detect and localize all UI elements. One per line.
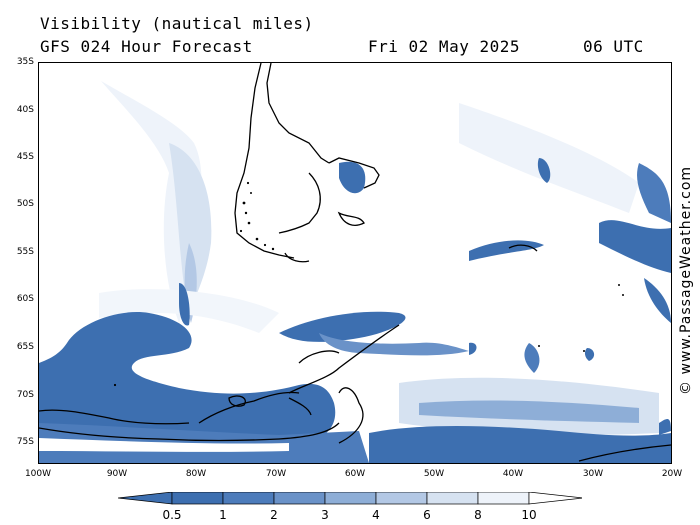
colorbar-label-0-5: 0.5 (162, 508, 182, 522)
lat-label-75s: 75S (16, 437, 34, 447)
lon-label-40w: 40W (502, 469, 524, 479)
colorbar-label-2: 2 (270, 508, 278, 522)
colorbar-cell (324, 492, 377, 505)
lon-label-70w: 70W (265, 469, 287, 479)
lon-label-20w: 20W (661, 469, 683, 479)
forecast-date: Fri 02 May 2025 (368, 37, 520, 56)
colorbar-arrow-high (528, 492, 582, 505)
colorbar-cell (171, 492, 224, 505)
lat-label-65s: 65S (16, 342, 34, 352)
lon-label-50w: 50W (423, 469, 445, 479)
colorbar-label-3: 3 (321, 508, 329, 522)
lon-label-30w: 30W (582, 469, 604, 479)
island-marks (113, 181, 624, 387)
lon-label-90w: 90W (106, 469, 128, 479)
colorbar-cell (222, 492, 275, 505)
lon-label-100w: 100W (24, 469, 52, 479)
lat-label-45s: 45S (16, 152, 34, 162)
colorbar-label-10: 10 (521, 508, 537, 522)
colorbar-cell (426, 492, 479, 505)
lat-label-35s: 35S (16, 57, 34, 67)
map-title: Visibility (nautical miles) (40, 14, 314, 33)
lat-label-60s: 60S (16, 294, 34, 304)
lat-label-70s: 70S (16, 390, 34, 400)
colorbar-cell (477, 492, 530, 505)
colorbar-label-1: 1 (219, 508, 227, 522)
colorbar-label-4: 4 (372, 508, 380, 522)
lon-label-60w: 60W (344, 469, 366, 479)
lat-label-50s: 50S (16, 199, 34, 209)
lat-label-55s: 55S (16, 247, 34, 257)
credit-text: © www.PassageWeather.com (678, 165, 694, 395)
colorbar-label-8: 8 (474, 508, 482, 522)
colorbar-arrow-low (118, 492, 173, 505)
coastline-layer (39, 63, 671, 462)
colorbar-cell (375, 492, 428, 505)
map-canvas (39, 63, 671, 463)
forecast-time: 06 UTC (583, 37, 644, 56)
colorbar-label-6: 6 (423, 508, 431, 522)
lon-label-80w: 80W (185, 469, 207, 479)
fog-layer (39, 158, 671, 463)
visibility-colorbar (118, 492, 582, 505)
lat-label-40s: 40S (16, 105, 34, 115)
colorbar-cell (273, 492, 326, 505)
forecast-model: GFS 024 Hour Forecast (40, 37, 253, 56)
visibility-map[interactable] (38, 62, 672, 464)
